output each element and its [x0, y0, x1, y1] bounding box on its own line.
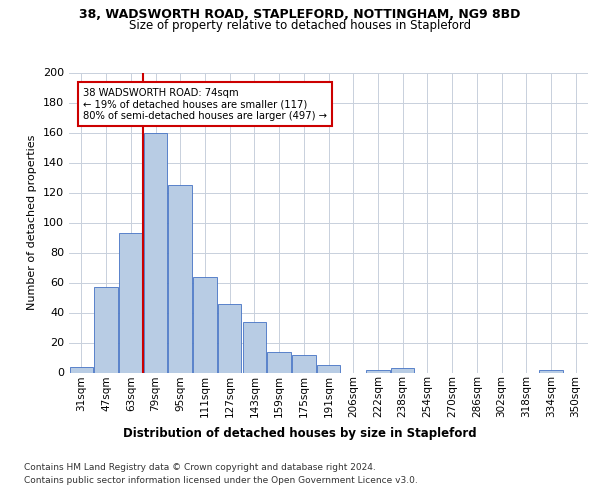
Bar — [292, 354, 316, 372]
Bar — [70, 366, 93, 372]
Text: Contains HM Land Registry data © Crown copyright and database right 2024.: Contains HM Land Registry data © Crown c… — [24, 462, 376, 471]
Bar — [94, 287, 118, 372]
Text: 38, WADSWORTH ROAD, STAPLEFORD, NOTTINGHAM, NG9 8BD: 38, WADSWORTH ROAD, STAPLEFORD, NOTTINGH… — [79, 8, 521, 20]
Bar — [366, 370, 389, 372]
Bar — [539, 370, 563, 372]
Text: Size of property relative to detached houses in Stapleford: Size of property relative to detached ho… — [129, 19, 471, 32]
Bar — [317, 365, 340, 372]
Bar — [391, 368, 415, 372]
Text: Distribution of detached houses by size in Stapleford: Distribution of detached houses by size … — [123, 428, 477, 440]
Bar — [242, 322, 266, 372]
Bar — [169, 185, 192, 372]
Text: Contains public sector information licensed under the Open Government Licence v3: Contains public sector information licen… — [24, 476, 418, 485]
Y-axis label: Number of detached properties: Number of detached properties — [28, 135, 37, 310]
Bar — [218, 304, 241, 372]
Bar — [119, 233, 143, 372]
Bar — [193, 276, 217, 372]
Text: 38 WADSWORTH ROAD: 74sqm
← 19% of detached houses are smaller (117)
80% of semi-: 38 WADSWORTH ROAD: 74sqm ← 19% of detach… — [83, 88, 326, 120]
Bar — [268, 352, 291, 372]
Bar — [144, 132, 167, 372]
